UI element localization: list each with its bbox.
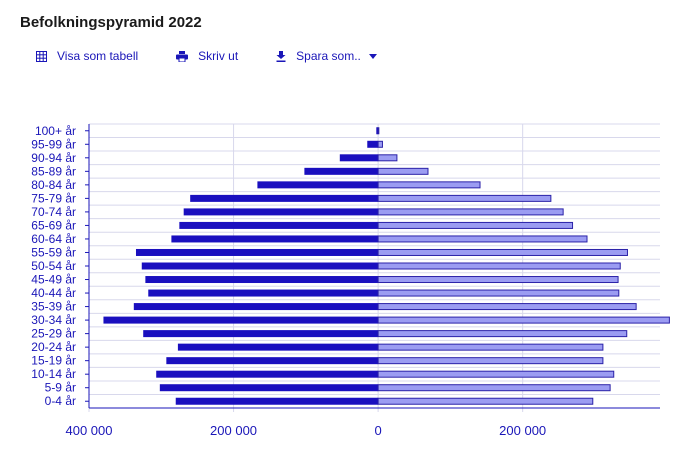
show-as-table-label: Visa som tabell xyxy=(57,49,139,63)
bar-right[interactable] xyxy=(377,262,621,270)
y-tick-label: 70-74 år xyxy=(31,205,76,219)
chevron-down-icon xyxy=(368,53,377,59)
bar-right[interactable] xyxy=(377,276,619,284)
chart-title: Befolkningspyramid 2022 xyxy=(20,14,202,31)
bar-left[interactable] xyxy=(166,357,379,365)
y-tick-label: 30-34 år xyxy=(31,313,76,327)
bar-left[interactable] xyxy=(135,248,379,256)
x-tick-label: 200 000 xyxy=(499,423,546,438)
bar-right[interactable] xyxy=(377,303,637,311)
save-as-dropdown[interactable]: Spara som.. xyxy=(276,49,377,63)
bar-right[interactable] xyxy=(377,235,588,243)
bar-right[interactable] xyxy=(377,248,628,256)
y-tick-label: 25-29 år xyxy=(31,327,76,341)
bar-left[interactable] xyxy=(304,167,379,175)
bar-left[interactable] xyxy=(183,208,379,216)
print-button[interactable]: Skriv ut xyxy=(176,49,238,63)
y-tick-label: 0-4 år xyxy=(45,394,76,408)
bar-left[interactable] xyxy=(145,276,379,284)
bar-left[interactable] xyxy=(103,316,379,324)
bar-left[interactable] xyxy=(148,289,379,297)
bar-right[interactable] xyxy=(377,208,564,216)
y-tick-label: 45-49 år xyxy=(31,273,76,287)
bar-left[interactable] xyxy=(179,221,379,229)
bar-right[interactable] xyxy=(377,316,670,324)
y-tick-label: 60-64 år xyxy=(31,232,76,246)
y-tick-label: 95-99 år xyxy=(31,137,76,151)
bar-right[interactable] xyxy=(377,397,594,405)
print-label: Skriv ut xyxy=(198,49,239,63)
bar-right[interactable] xyxy=(377,289,620,297)
y-tick-label: 15-19 år xyxy=(31,354,76,368)
bar-left[interactable] xyxy=(133,303,379,311)
bar-right[interactable] xyxy=(377,357,604,365)
bar-left[interactable] xyxy=(190,194,379,202)
bar-left[interactable] xyxy=(257,181,379,189)
bars-layer xyxy=(103,127,670,405)
bar-left[interactable] xyxy=(175,397,379,405)
save-as-label: Spara som.. xyxy=(296,49,361,63)
bar-right[interactable] xyxy=(377,330,628,338)
bar-left[interactable] xyxy=(339,154,379,162)
bar-left[interactable] xyxy=(171,235,379,243)
bar-right[interactable] xyxy=(377,127,380,135)
y-tick-label: 50-54 år xyxy=(31,259,76,273)
toolbar: Visa som tabell Skriv ut Spara som.. xyxy=(36,46,415,66)
bar-right[interactable] xyxy=(377,221,574,229)
y-tick-label: 85-89 år xyxy=(31,164,76,178)
x-tick-label: 0 xyxy=(374,423,381,438)
bar-right[interactable] xyxy=(377,194,552,202)
y-tick-label: 10-14 år xyxy=(31,367,76,381)
y-tick-label: 40-44 år xyxy=(31,286,76,300)
bar-right[interactable] xyxy=(377,140,383,148)
bar-right[interactable] xyxy=(377,154,398,162)
y-tick-label: 35-39 år xyxy=(31,300,76,314)
bar-right[interactable] xyxy=(377,343,604,351)
printer-icon xyxy=(176,50,189,62)
bar-left[interactable] xyxy=(159,384,379,392)
bar-left[interactable] xyxy=(143,330,379,338)
y-tick-label: 80-84 år xyxy=(31,178,76,192)
y-tick-label: 55-59 år xyxy=(31,245,76,259)
table-icon xyxy=(36,50,47,62)
bar-right[interactable] xyxy=(377,370,615,378)
x-tick-label: 400 000 xyxy=(66,423,113,438)
y-tick-label: 90-94 år xyxy=(31,151,76,165)
y-tick-label: 75-79 år xyxy=(31,191,76,205)
y-tick-label: 100+ år xyxy=(35,124,76,138)
bar-left[interactable] xyxy=(367,140,379,148)
bar-right[interactable] xyxy=(377,181,481,189)
download-icon xyxy=(276,50,286,62)
bar-right[interactable] xyxy=(377,167,429,175)
show-as-table-button[interactable]: Visa som tabell xyxy=(36,49,138,63)
bar-left[interactable] xyxy=(376,127,379,135)
y-tick-label: 20-24 år xyxy=(31,340,76,354)
bar-right[interactable] xyxy=(377,384,611,392)
y-tick-label: 5-9 år xyxy=(45,381,76,395)
y-tick-label: 65-69 år xyxy=(31,218,76,232)
bar-left[interactable] xyxy=(177,343,379,351)
bar-left[interactable] xyxy=(141,262,379,270)
bar-left[interactable] xyxy=(156,370,379,378)
x-tick-label: 200 000 xyxy=(210,423,257,438)
